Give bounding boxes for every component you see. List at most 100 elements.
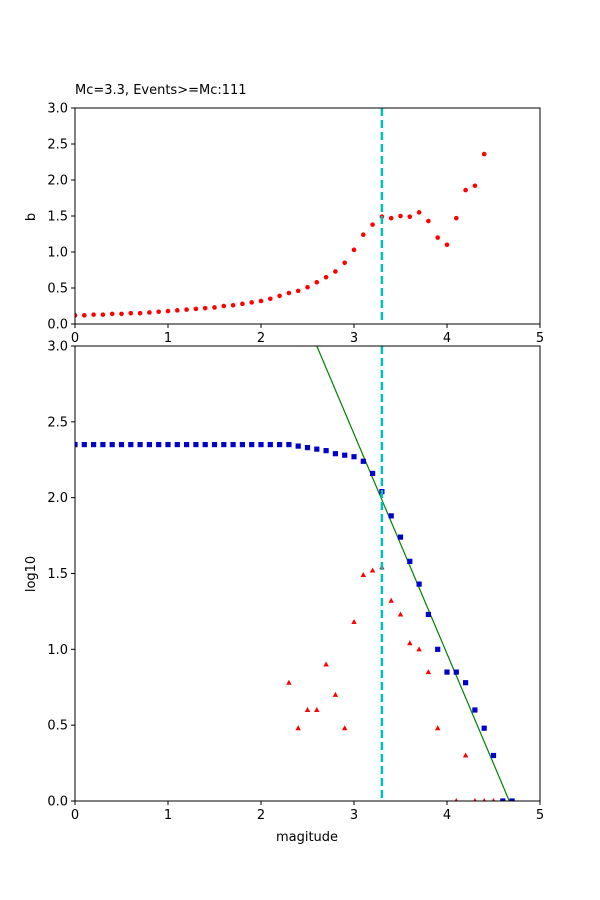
x-tick-label: 2 — [257, 331, 265, 346]
b-value-point — [286, 290, 292, 296]
cumulative-count-point — [230, 441, 236, 448]
b-value-point — [249, 300, 254, 305]
cumulative-count-point — [509, 798, 515, 801]
noncumulative-count-point — [342, 725, 348, 731]
cumulative-count-point — [221, 441, 227, 448]
noncumulative-count-point — [388, 597, 394, 603]
noncumulative-count-point — [323, 661, 329, 667]
x-tick-label: 3 — [350, 808, 358, 823]
cumulative-count-point — [500, 798, 506, 801]
noncumulative-count-point — [462, 752, 469, 758]
cumulative-count-point — [407, 558, 413, 564]
b-value-point — [314, 279, 320, 285]
b-value-point — [91, 312, 96, 317]
b-value-point — [463, 187, 468, 193]
y-tick-label: 1.5 — [47, 567, 68, 582]
cumulative-count-point — [425, 611, 431, 618]
b-value-point — [165, 308, 171, 314]
cumulative-count-point — [295, 443, 301, 449]
b-value-point — [361, 232, 366, 238]
x-tick-label: 4 — [443, 331, 451, 346]
x-tick-label: 1 — [164, 331, 172, 346]
b-value-point — [388, 215, 394, 221]
gutenberg-richter-fit-line — [316, 346, 510, 801]
cumulative-count-point — [416, 581, 422, 587]
b-value-point — [416, 210, 422, 215]
y-tick-label: 1.0 — [47, 246, 68, 261]
y-tick-label: 3.0 — [47, 102, 68, 117]
x-tick-label: 5 — [536, 331, 544, 346]
noncumulative-count-point — [304, 707, 311, 712]
cumulative-count-point — [202, 441, 208, 448]
cumulative-count-point — [397, 534, 404, 540]
b-value-point — [305, 284, 310, 290]
y-tick-label: 3.0 — [47, 340, 68, 355]
b-value-point — [240, 301, 245, 307]
noncumulative-count-point — [473, 798, 477, 801]
b-value-point — [370, 222, 375, 227]
b-value-point — [100, 312, 106, 317]
cumulative-count-point — [286, 441, 292, 448]
noncumulative-count-point — [295, 725, 301, 731]
x-tick-label: 2 — [257, 808, 265, 823]
cumulative-count-point — [156, 441, 162, 448]
y-tick-label: 0.5 — [47, 719, 68, 734]
noncumulative-count-point — [286, 679, 292, 685]
b-value-point — [472, 183, 478, 189]
b-value-point — [75, 313, 78, 318]
noncumulative-count-point — [425, 669, 432, 675]
b-value-point — [156, 309, 161, 315]
cumulative-count-point — [388, 513, 394, 519]
b-value-point — [481, 151, 487, 157]
noncumulative-count-point — [314, 707, 320, 712]
noncumulative-count-point — [360, 572, 366, 578]
cumulative-count-point — [118, 441, 125, 448]
b-value-point — [128, 310, 134, 316]
cumulative-count-point — [174, 441, 180, 448]
b-value-point — [323, 274, 329, 280]
b-value-marks — [75, 151, 487, 318]
x-tick-label: 3 — [350, 331, 358, 346]
y-tick-label: 0.0 — [47, 318, 68, 333]
x-tick-label: 1 — [164, 808, 172, 823]
x-tick-label: 0 — [71, 808, 79, 823]
noncumulative-count-point — [397, 611, 404, 617]
freq-mag-frame — [74, 345, 541, 802]
cumulative-count-point — [453, 669, 459, 675]
noncumulative-count-point — [482, 798, 486, 801]
x-tick-label: 5 — [536, 808, 544, 823]
b-value-point — [137, 310, 143, 316]
x-tick-label: 4 — [443, 808, 451, 823]
y-tick-label: 2.5 — [47, 138, 68, 153]
freq-mag-marks — [75, 346, 515, 801]
cumulative-count-point — [184, 441, 190, 448]
b-value-frame — [74, 107, 541, 325]
b-value-point — [454, 215, 459, 221]
cumulative-count-point — [81, 441, 87, 448]
cumulative-count-point — [211, 441, 218, 448]
cumulative-count-point — [472, 707, 478, 713]
b-value-point — [212, 305, 217, 310]
cumulative-count-point — [304, 445, 311, 451]
cumulative-count-point — [463, 680, 469, 686]
frequency-magnitude-panel: 0 1 2 3 4 5 0.0 0.5 1.0 1.5 2.0 2.5 3.0 magitude log… — [24, 340, 544, 846]
b-value-point — [426, 218, 431, 224]
b-value-point — [193, 306, 199, 312]
cumulative-count-point — [91, 441, 97, 448]
cumulative-count-point — [137, 441, 143, 448]
y-axis-label-b: b — [24, 213, 39, 221]
noncumulative-count-point — [332, 691, 339, 697]
b-value-point — [295, 288, 301, 294]
noncumulative-count-point — [416, 646, 422, 652]
b-value-point — [119, 311, 124, 317]
noncumulative-count-point — [369, 567, 376, 573]
cumulative-count-point — [351, 454, 357, 460]
y-tick-label: 1.0 — [47, 643, 68, 658]
b-value-point — [333, 269, 338, 274]
cumulative-count-point — [370, 470, 376, 476]
b-value-point — [221, 303, 227, 309]
cumulative-count-point — [323, 448, 329, 454]
b-value-point — [268, 296, 273, 302]
y-tick-label: 2.5 — [47, 415, 68, 430]
cumulative-count-point — [146, 441, 152, 448]
